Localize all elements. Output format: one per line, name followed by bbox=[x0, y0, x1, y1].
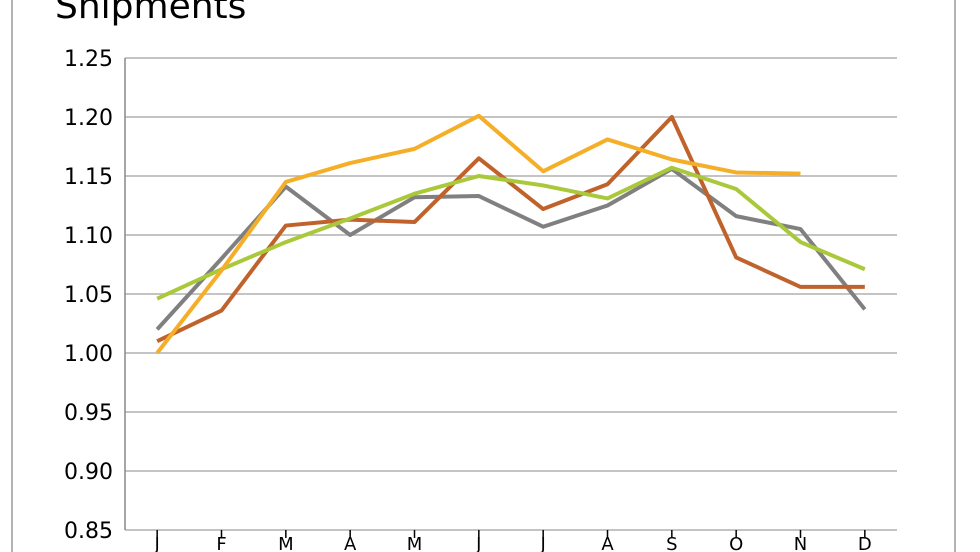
chart-title: Shipments bbox=[55, 0, 246, 27]
x-tick-label: M bbox=[278, 534, 294, 552]
y-tick-label: 0.85 bbox=[64, 519, 113, 544]
series-line bbox=[155, 166, 867, 331]
x-tick-label: N bbox=[794, 534, 807, 552]
y-tick-label: 1.10 bbox=[64, 224, 113, 249]
y-tick-label: 1.00 bbox=[64, 342, 113, 367]
x-tick-label: O bbox=[729, 534, 743, 552]
y-tick-label: 0.95 bbox=[64, 401, 113, 426]
x-tick-label: S bbox=[666, 534, 677, 552]
x-tick-label: D bbox=[858, 534, 872, 552]
series-line bbox=[156, 115, 865, 344]
y-tick-label: 0.90 bbox=[64, 460, 113, 485]
series-line bbox=[156, 165, 866, 301]
x-tick-label: A bbox=[344, 534, 357, 552]
x-tick-label: J bbox=[475, 534, 481, 552]
series-line bbox=[155, 113, 801, 355]
x-tick-label: J bbox=[540, 534, 546, 552]
y-tick-label: 1.05 bbox=[64, 283, 113, 308]
x-tick-label: M bbox=[407, 534, 423, 552]
x-tick-label: A bbox=[601, 534, 614, 552]
y-tick-label: 1.15 bbox=[64, 165, 113, 190]
x-tick-label: J bbox=[154, 534, 160, 552]
x-tick-label: F bbox=[216, 534, 226, 552]
y-tick-label: 1.25 bbox=[64, 47, 113, 72]
y-tick-label: 1.20 bbox=[64, 106, 113, 131]
chart-frame bbox=[11, 0, 956, 552]
